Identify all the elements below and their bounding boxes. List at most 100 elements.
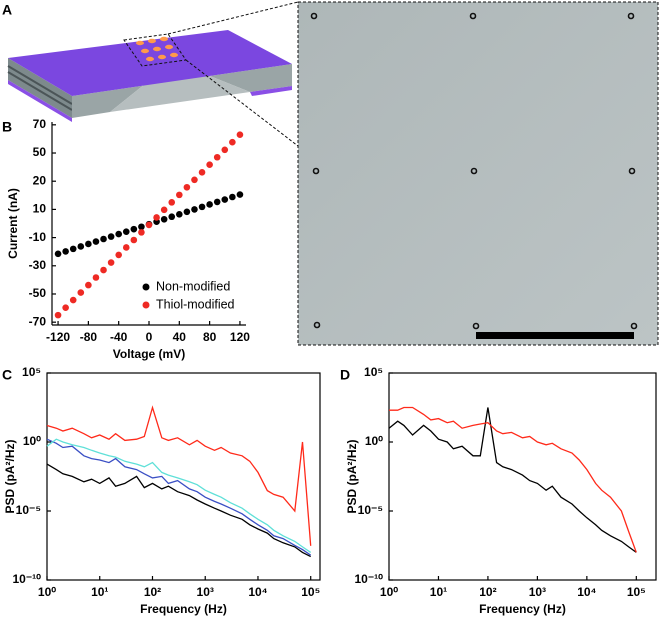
chip-side xyxy=(72,64,292,118)
y-tick-label: 10⁵ xyxy=(22,365,41,379)
y-axis-label: PSD (pA²/Hz) xyxy=(3,440,17,514)
data-point xyxy=(183,183,191,191)
x-tick-label: 10⁴ xyxy=(577,585,596,599)
x-tick-label: 10³ xyxy=(529,585,546,599)
x-tick-label: 10² xyxy=(479,585,496,599)
x-tick-label: -40 xyxy=(110,330,128,344)
y-tick-label: 10⁻¹⁰ xyxy=(13,572,42,586)
y-tick-label: 10⁰ xyxy=(365,434,383,448)
x-tick-label: 10⁰ xyxy=(38,585,56,599)
data-point xyxy=(107,259,115,266)
legend-marker xyxy=(142,301,150,309)
data-point xyxy=(176,211,183,218)
data-point xyxy=(69,296,77,304)
data-point xyxy=(85,281,92,289)
data-point xyxy=(198,203,206,211)
data-point xyxy=(236,191,244,198)
pads xyxy=(136,36,178,62)
data-point xyxy=(229,138,236,146)
data-point xyxy=(206,201,213,208)
x-tick-label: 10⁵ xyxy=(301,585,320,599)
data-point xyxy=(122,228,130,235)
x-tick-label: 120 xyxy=(230,330,250,344)
x-tick-label: 40 xyxy=(173,330,187,344)
data-point xyxy=(236,131,244,138)
y-tick-label: 10⁻⁵ xyxy=(358,503,383,517)
psd-line xyxy=(46,438,312,553)
panel-label: C xyxy=(2,367,12,383)
data-point xyxy=(221,146,229,154)
y-tick-label: 10⁻¹⁰ xyxy=(355,572,384,586)
data-point xyxy=(115,230,122,238)
x-axis-label: Frequency (Hz) xyxy=(479,602,566,616)
data-point xyxy=(69,245,77,253)
data-point xyxy=(92,238,100,245)
x-tick-label: 10⁵ xyxy=(627,585,646,599)
data-point xyxy=(115,251,122,259)
data-point xyxy=(160,215,168,223)
x-axis-label: Voltage (mV) xyxy=(113,347,185,361)
data-point xyxy=(168,213,176,221)
data-point xyxy=(213,198,221,206)
panel-label: A xyxy=(2,2,12,18)
y-tick-label: 10⁰ xyxy=(23,434,41,448)
data-point xyxy=(77,289,85,296)
y-tick-label: -10 xyxy=(29,230,47,244)
panel-label: D xyxy=(340,367,350,383)
data-point xyxy=(191,176,198,184)
y-tick-label: 20 xyxy=(33,173,47,187)
scale-bar xyxy=(476,332,634,339)
x-tick-label: 10³ xyxy=(197,585,214,599)
chip-layer xyxy=(7,65,73,105)
legend-label: Thiol-modified xyxy=(156,297,235,311)
data-point xyxy=(85,240,92,248)
pores xyxy=(310,12,638,330)
legend-marker xyxy=(142,283,150,291)
x-tick-label: 10¹ xyxy=(91,585,108,599)
data-point xyxy=(176,191,183,199)
data-point xyxy=(122,244,130,251)
y-tick-label: 50 xyxy=(33,145,47,159)
x-tick-label: 0 xyxy=(146,330,153,344)
y-tick-label: -70 xyxy=(29,314,47,328)
psd-line xyxy=(388,407,637,553)
data-point xyxy=(229,193,236,201)
data-point xyxy=(138,229,145,236)
chip-layer xyxy=(7,71,73,111)
zoom-line xyxy=(167,1,299,35)
psd-line xyxy=(389,406,637,553)
plot-frame xyxy=(46,372,321,581)
psd-line xyxy=(46,463,311,558)
y-tick-label: -50 xyxy=(29,286,47,300)
y-tick-label: 10⁻⁵ xyxy=(16,503,41,517)
data-point xyxy=(183,208,191,216)
data-point xyxy=(206,161,213,169)
data-point xyxy=(107,233,115,240)
data-point xyxy=(213,153,221,161)
x-tick-label: 10⁴ xyxy=(248,585,267,599)
x-axis-label: Frequency (Hz) xyxy=(140,602,227,616)
data-point xyxy=(92,274,100,281)
x-tick-label: 10⁰ xyxy=(380,585,398,599)
data-point xyxy=(160,206,168,214)
data-point xyxy=(145,221,153,229)
data-point xyxy=(54,311,62,319)
x-tick-label: 80 xyxy=(203,330,217,344)
psd-line xyxy=(46,405,312,546)
data-point xyxy=(100,235,107,243)
zoom-line xyxy=(185,59,299,147)
panel-label: B xyxy=(2,119,12,135)
legend-label: Non-modified xyxy=(156,279,230,293)
data-point xyxy=(168,199,176,206)
x-tick-label: -120 xyxy=(46,330,70,344)
micrograph-image xyxy=(297,1,659,346)
data-point xyxy=(138,223,145,231)
x-tick-label: -80 xyxy=(80,330,98,344)
chip-foot xyxy=(250,86,292,96)
data-point xyxy=(54,250,62,258)
data-point xyxy=(198,169,206,176)
data-point xyxy=(153,214,160,221)
data-point xyxy=(62,248,69,255)
